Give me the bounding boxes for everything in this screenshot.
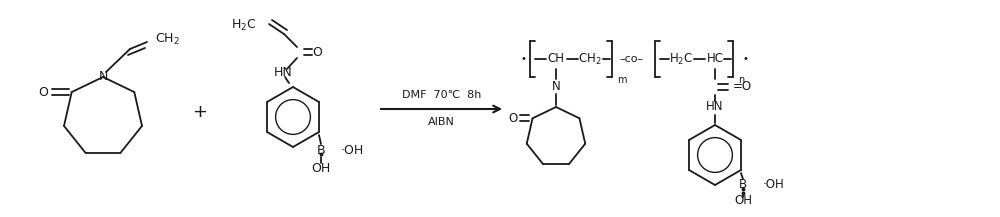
Text: m: m	[617, 75, 626, 85]
Text: ·OH: ·OH	[341, 143, 364, 156]
Text: N: N	[552, 81, 560, 94]
Text: H$_2$C: H$_2$C	[231, 17, 257, 33]
Text: +: +	[192, 103, 208, 121]
Text: H$_2$C: H$_2$C	[669, 51, 693, 67]
Text: O: O	[508, 112, 517, 125]
Text: O: O	[312, 46, 322, 59]
Text: O: O	[38, 85, 48, 99]
Text: ·OH: ·OH	[763, 179, 785, 191]
Text: OH: OH	[734, 194, 752, 207]
Text: B: B	[739, 179, 747, 191]
Text: AIBN: AIBN	[428, 117, 455, 127]
Text: =O: =O	[733, 81, 752, 94]
Text: CH$_2$: CH$_2$	[578, 51, 602, 67]
Text: •: •	[520, 54, 526, 64]
Text: CH$_2$: CH$_2$	[155, 31, 180, 47]
Text: •: •	[742, 54, 748, 64]
Text: HN: HN	[706, 100, 724, 113]
Text: N: N	[98, 71, 108, 84]
Text: DMF  70℃  8h: DMF 70℃ 8h	[402, 90, 481, 100]
Text: CH: CH	[548, 53, 564, 66]
Text: –co–: –co–	[620, 54, 644, 64]
Text: HC: HC	[706, 53, 724, 66]
Text: OH: OH	[311, 161, 331, 174]
Text: HN: HN	[274, 66, 292, 79]
Text: B: B	[317, 143, 325, 156]
Text: n: n	[738, 75, 744, 85]
